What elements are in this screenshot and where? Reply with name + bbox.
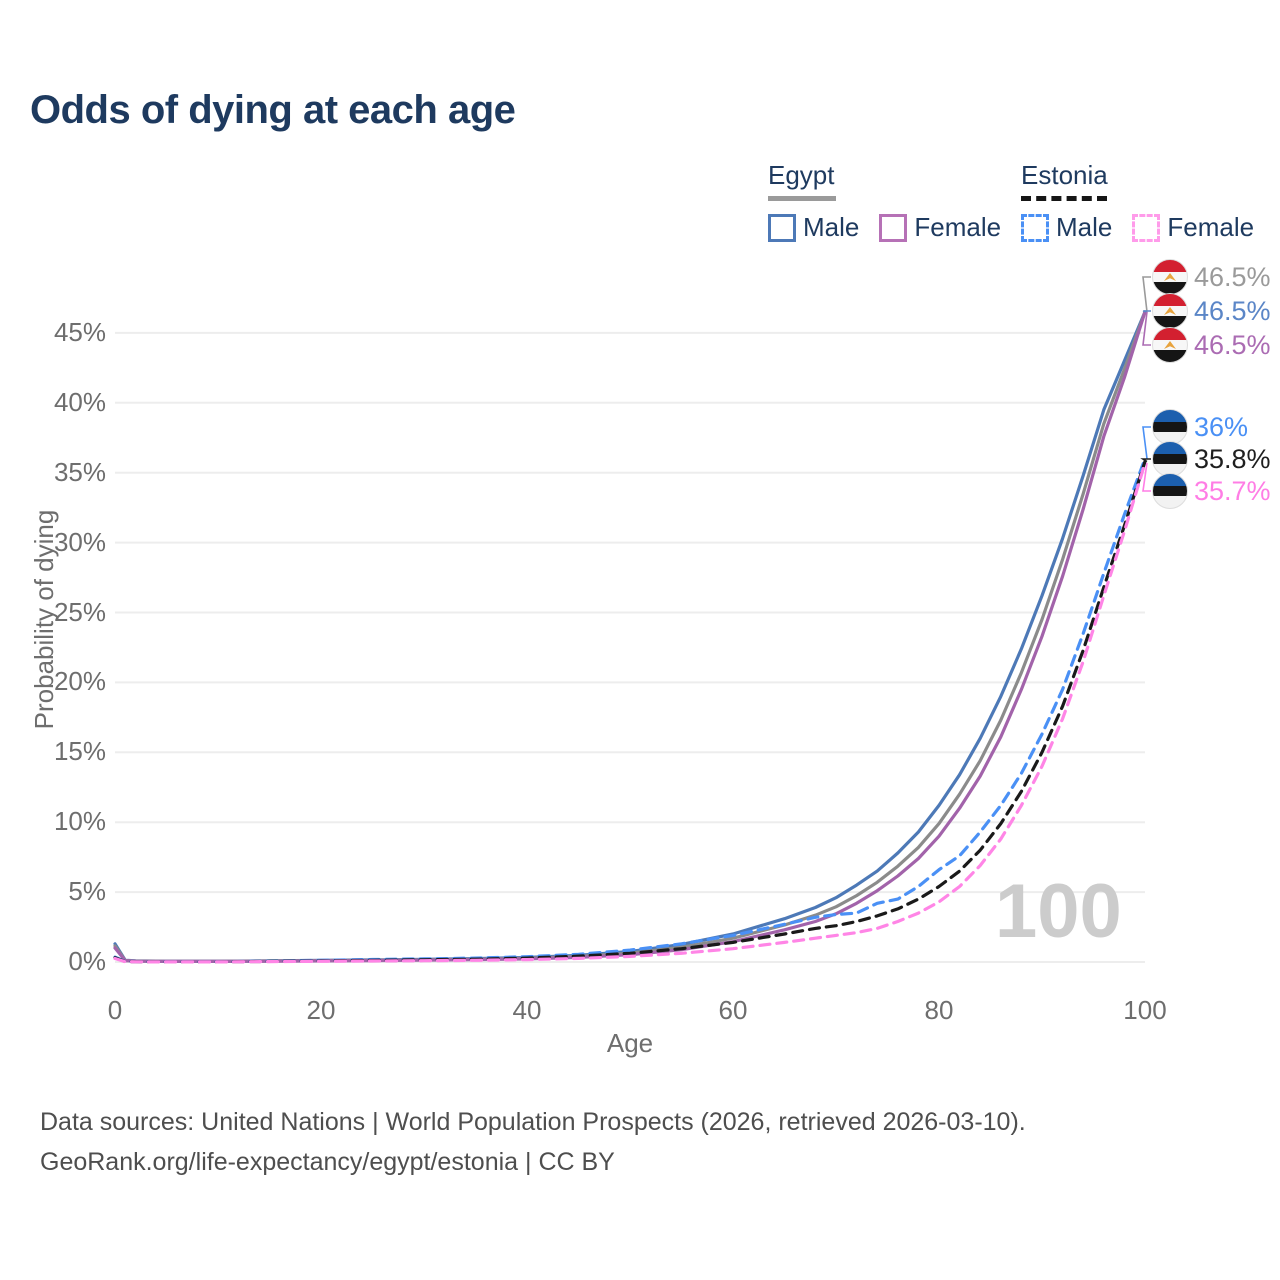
end-label-estonia-male: 36% [1152,409,1248,445]
curve-egypt-male[interactable] [113,310,1147,963]
x-tick-label: 0 [107,995,123,1025]
legend-item-estonia-female[interactable]: Female [1132,212,1254,243]
end-label-egypt-both-sexes: 46.5% [1152,259,1271,295]
year-watermark: 100 [995,869,1122,954]
egypt-flag-icon [1152,293,1188,329]
curve-egypt-both-sexes[interactable] [113,310,1147,963]
x-tick-label: 60 [718,995,748,1025]
y-axis-title: Probability of dying [29,509,59,730]
end-label-value: 46.5% [1194,261,1271,292]
legend-item-egypt-male[interactable]: Male [768,212,859,243]
end-label-value: 36% [1194,411,1249,442]
end-label-value: 46.5% [1194,295,1271,326]
egypt-eagle-emblem [1164,341,1176,349]
y-tick-label: 5% [68,876,106,907]
legend-group-egypt: Egypt Male Female [768,160,1021,243]
legend-swatch-egypt-female [879,213,908,242]
legend-swatch-egypt-male [768,213,796,242]
egypt-flag-icon [1152,259,1188,295]
x-tick-label: 80 [924,995,954,1025]
legend-swatch-estonia-female [1132,213,1161,242]
legend-group-estonia-label: Estonia [1021,160,1108,190]
leader-line [1142,462,1151,492]
y-tick-label: 35% [53,456,106,487]
legend-label-estonia-male: Male [1056,212,1113,242]
end-label-egypt-male: 46.5% [1152,293,1271,329]
curve-estonia-male[interactable] [113,457,1147,964]
curve-egypt-female[interactable] [113,310,1147,964]
y-tick-label: 15% [53,736,106,767]
legend-label-egypt-male: Male [803,212,860,242]
x-tick-label: 20 [306,995,336,1025]
x-tick-label: 40 [512,995,542,1025]
end-label-value: 46.5% [1194,329,1271,360]
x-axis-title: Age [606,1028,654,1058]
leader-line [1140,458,1151,463]
legend-group-estonia: Estonia Male Female [1021,160,1274,243]
leader-line [1142,311,1151,346]
y-tick-label: 10% [53,806,106,837]
egypt-flag-icon [1152,327,1188,363]
legend-label-egypt-female: Female [914,212,1002,242]
footer-sources: Data sources: United Nations | World Pop… [40,1108,1026,1136]
y-tick-label: 25% [53,596,106,627]
x-tick-label: 100 [1123,995,1167,1025]
leader-line [1142,276,1151,312]
legend-egypt-line-style-sample [768,196,836,201]
estonia-flag-icon [1152,409,1188,445]
estonia-flag-icon [1152,473,1188,509]
legend-estonia-line-style-sample [1021,196,1107,201]
end-label-value: 35.7% [1194,475,1271,506]
legend-item-egypt-female[interactable]: Female [879,212,1001,243]
legend-swatch-estonia-male [1021,213,1049,242]
legend-item-estonia-male[interactable]: Male [1021,212,1112,243]
legend-label-estonia-female: Female [1167,212,1255,242]
y-tick-label: 40% [53,386,106,417]
end-label-estonia-both-sexes: 35.8% [1152,441,1271,477]
egypt-eagle-emblem [1164,273,1176,281]
end-label-estonia-female: 35.7% [1152,473,1271,509]
y-tick-label: 0% [68,946,106,976]
chart-title: Odds of dying at each age [30,88,516,132]
legend-group-egypt-label: Egypt [768,160,835,190]
estonia-flag-icon [1152,441,1188,477]
leader-line [1142,310,1151,313]
leader-line [1142,426,1151,459]
end-label-egypt-female: 46.5% [1152,327,1271,363]
egypt-eagle-emblem [1164,307,1176,315]
y-tick-label: 30% [53,526,106,557]
footer-attribution: GeoRank.org/life-expectancy/egypt/estoni… [40,1148,615,1176]
end-label-value: 35.8% [1194,443,1271,474]
curve-estonia-both-sexes[interactable] [113,459,1147,964]
y-tick-label: 20% [53,666,106,697]
curve-estonia-female[interactable] [113,461,1147,964]
y-tick-label: 45% [53,316,106,347]
